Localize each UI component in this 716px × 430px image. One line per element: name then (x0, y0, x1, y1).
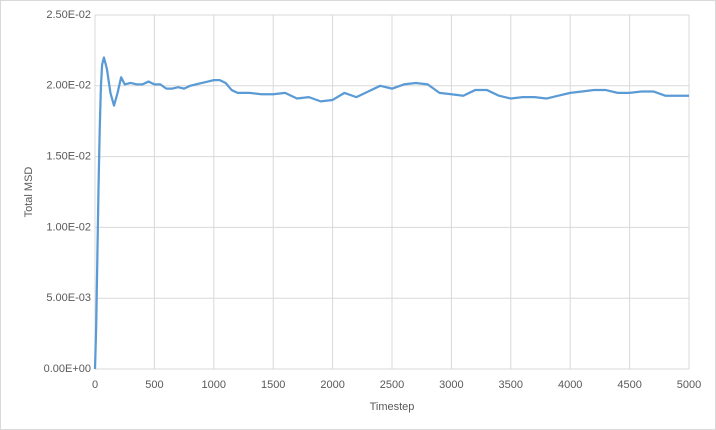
y-tick-label: 5.00E-03 (46, 292, 91, 304)
x-tick-label: 1000 (202, 379, 226, 391)
data-line (93, 56, 689, 370)
x-tick-label: 1500 (261, 379, 285, 391)
y-tick-label: 1.00E-02 (46, 221, 91, 233)
x-tick-label: 3000 (439, 379, 463, 391)
x-tick-label: 5000 (677, 379, 701, 391)
y-tick-label: 2.00E-02 (46, 80, 91, 92)
x-tick-label: 0 (92, 379, 98, 391)
x-tick-label: 2000 (320, 379, 344, 391)
x-tick-label: 3500 (499, 379, 523, 391)
x-tick-label: 4000 (558, 379, 582, 391)
y-tick-label: 1.50E-02 (46, 151, 91, 163)
y-axis-label: Total MSD (23, 167, 35, 218)
x-axis-label: Timestep (370, 401, 415, 413)
y-tick-label: 2.50E-02 (46, 9, 91, 21)
y-tick-label: 0.00E+00 (44, 363, 91, 375)
x-tick-label: 4500 (617, 379, 641, 391)
x-tick-label: 500 (145, 379, 163, 391)
x-tick-label: 2500 (380, 379, 404, 391)
